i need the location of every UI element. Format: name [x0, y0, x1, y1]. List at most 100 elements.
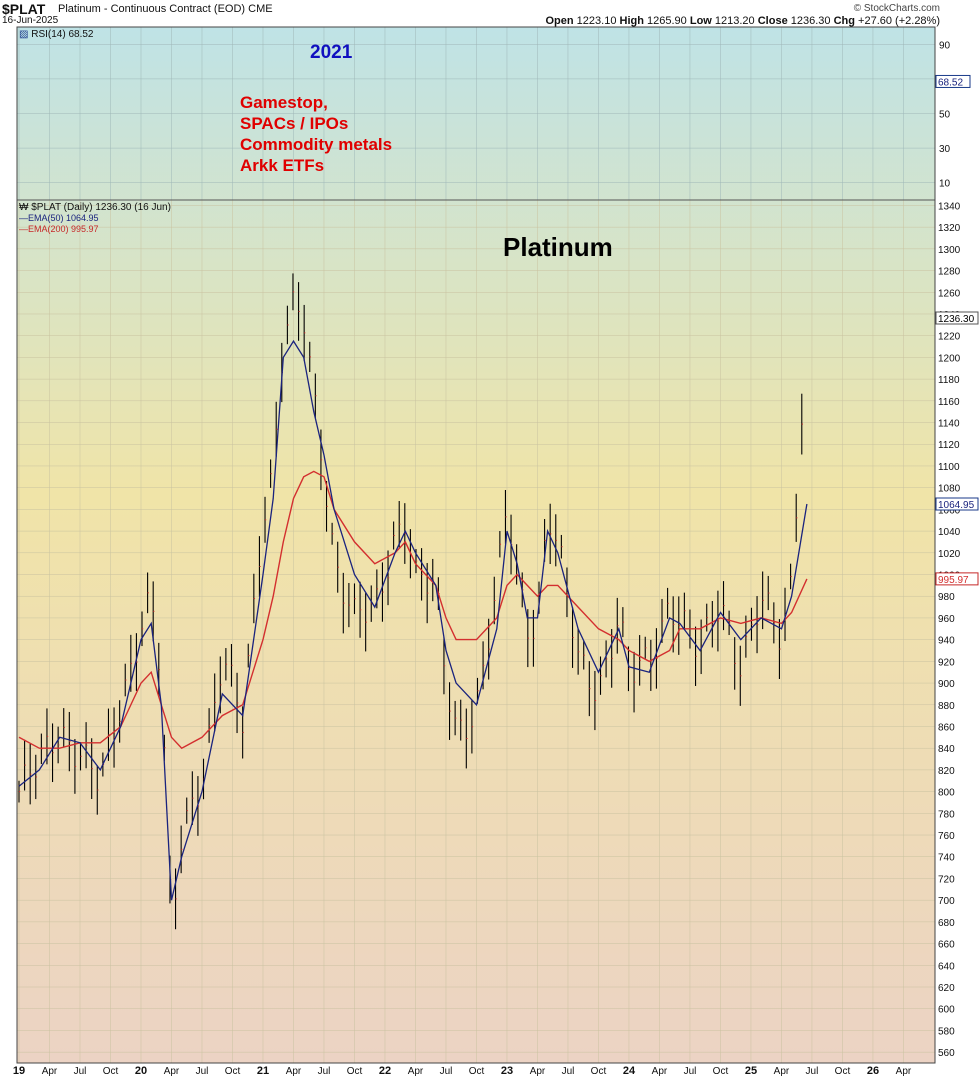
- close-value: 1236.30: [790, 15, 831, 27]
- price-tick-label: 1220: [938, 332, 961, 343]
- annotation-line: SPACs / IPOs: [240, 114, 349, 133]
- open-label: Open: [545, 15, 574, 27]
- price-tick-label: 1160: [938, 397, 960, 408]
- annotation-line: Gamestop,: [240, 93, 328, 112]
- price-tick-label: 1320: [938, 223, 961, 234]
- price-tick-label: 1340: [938, 201, 961, 212]
- rsi-axis: 1030507090: [939, 40, 951, 189]
- x-tick-label: 26: [867, 1065, 879, 1077]
- rsi-legend-text: RSI(14) 68.52: [31, 29, 94, 40]
- price-tick-label: 720: [938, 874, 955, 885]
- price-tick-label: 860: [938, 722, 955, 733]
- high-label: High: [619, 15, 644, 27]
- symbol: $PLAT: [2, 1, 46, 17]
- price-tick-label: 1060: [938, 505, 961, 516]
- ema50-legend-icon: —: [19, 213, 28, 223]
- x-tick-label: Apr: [774, 1066, 790, 1077]
- price-tick-label: 680: [938, 918, 955, 929]
- ema200-legend-icon: —: [19, 224, 28, 234]
- ema50-legend-text: EMA(50) 1064.95: [28, 213, 99, 223]
- chart-date: 16-Jun-2025: [2, 15, 59, 26]
- price-tick-label: 1040: [938, 527, 961, 538]
- x-tick-label: Apr: [530, 1066, 546, 1077]
- grid: [17, 27, 935, 1063]
- x-tick-label: Jul: [74, 1066, 87, 1077]
- annotation-year: 2021: [310, 42, 353, 63]
- annotation-line: Commodity metals: [240, 135, 393, 154]
- x-tick-label: 23: [501, 1065, 513, 1077]
- ema200-line: [18, 470, 808, 750]
- x-tick-label: Jul: [806, 1066, 819, 1077]
- x-tick-label: Oct: [103, 1066, 119, 1077]
- chart-header: $PLAT Platinum - Continuous Contract (EO…: [0, 0, 980, 28]
- price-tick-label: 600: [938, 1005, 955, 1016]
- price-tick-label: 1300: [938, 245, 961, 256]
- price-tick-label: 1180: [938, 375, 960, 386]
- x-tick-label: 19: [13, 1065, 25, 1077]
- x-tick-label: Oct: [835, 1066, 851, 1077]
- x-tick-label: 20: [135, 1065, 147, 1077]
- price-tick-label: 560: [938, 1048, 955, 1059]
- price-tick-label: 1200: [938, 353, 961, 364]
- price-axis: 560 580 600 620 640 660 680 700 720 740 760 780 800 8…: [938, 201, 961, 1059]
- ema200-value-tag-box: [935, 572, 979, 586]
- x-tick-label: 25: [745, 1065, 757, 1077]
- price-legend-text: $PLAT (Daily) 1236.30 (16 Jun): [31, 202, 171, 213]
- close-label: Close: [757, 15, 788, 27]
- description-text: Platinum - Continuous Contract (EOD): [58, 3, 246, 15]
- price-tick-label: 780: [938, 809, 955, 820]
- price-tick-label: 640: [938, 961, 955, 972]
- price-tick-label: 840: [938, 744, 955, 755]
- x-tick-label: Oct: [591, 1066, 607, 1077]
- x-tick-label: Apr: [286, 1066, 302, 1077]
- value-tags: 1236.30 1064.95 995.97 68.52: [935, 74, 979, 586]
- price-tick-label: 760: [938, 831, 955, 842]
- x-tick-label: Jul: [440, 1066, 453, 1077]
- price-tick-label: 620: [938, 983, 955, 994]
- rsi-legend: ▨ RSI(14) 68.52: [19, 29, 94, 40]
- x-tick-label: Jul: [562, 1066, 575, 1077]
- close-value-tag: 1236.30: [938, 314, 975, 325]
- x-tick-label: Apr: [408, 1066, 424, 1077]
- price-tick-label: 660: [938, 940, 955, 951]
- price-tick-label: 820: [938, 766, 955, 777]
- annotation-line: Arkk ETFs: [240, 156, 325, 175]
- price-tick-label: 1080: [938, 484, 961, 495]
- plot-frame: [16, 26, 936, 1064]
- x-tick-label: Jul: [684, 1066, 697, 1077]
- price-tick-label: 980: [938, 592, 955, 603]
- x-axis: 19 Apr Jul Oct 20 Apr Jul Oct 21 Apr Jul Oct 22 Apr Ju…: [13, 1065, 912, 1077]
- rsi-tick-label: 50: [939, 110, 951, 121]
- price-legend: ₩ $PLAT (Daily) 1236.30 (16 Jun) —EMA(50…: [19, 202, 171, 235]
- x-tick-label: Apr: [164, 1066, 180, 1077]
- price-tick-label: 940: [938, 636, 955, 647]
- rsi-tick-label: 90: [939, 40, 951, 51]
- ema200-value-tag: 995.97: [938, 575, 969, 586]
- x-tick-label: 24: [623, 1065, 636, 1077]
- chart-title: Platinum: [503, 232, 613, 262]
- low-value: 1213.20: [714, 15, 755, 27]
- price-tick-label: 800: [938, 788, 955, 799]
- rsi-legend-icon: ▨: [19, 29, 29, 40]
- x-tick-label: Oct: [713, 1066, 729, 1077]
- price-tick-label: 1020: [938, 549, 961, 560]
- x-tick-label: Oct: [225, 1066, 241, 1077]
- price-tick-label: 900: [938, 679, 955, 690]
- close-value-tag-box: [935, 311, 979, 325]
- price-tick-label: 1140: [938, 419, 960, 430]
- ema200-legend-text: EMA(200) 995.97: [28, 224, 99, 234]
- price-tick-label: 1100: [938, 462, 960, 473]
- x-tick-label: Jul: [196, 1066, 209, 1077]
- description: Platinum - Continuous Contract (EOD) CME: [58, 3, 273, 15]
- rsi-tick-label: 30: [939, 144, 951, 155]
- brand-watermark: © StockCharts.com: [853, 3, 940, 14]
- ohlc-readout: Open 1223.10 High 1265.90 Low 1213.20 Cl…: [545, 15, 940, 27]
- price-tick-label: 960: [938, 614, 955, 625]
- rsi-value-tag-box: [935, 74, 971, 88]
- x-tick-label: Apr: [896, 1066, 912, 1077]
- price-tick-label: 580: [938, 1026, 955, 1037]
- x-tick-label: 22: [379, 1065, 391, 1077]
- price-tick-label: 700: [938, 896, 955, 907]
- plot-background: [17, 27, 935, 1063]
